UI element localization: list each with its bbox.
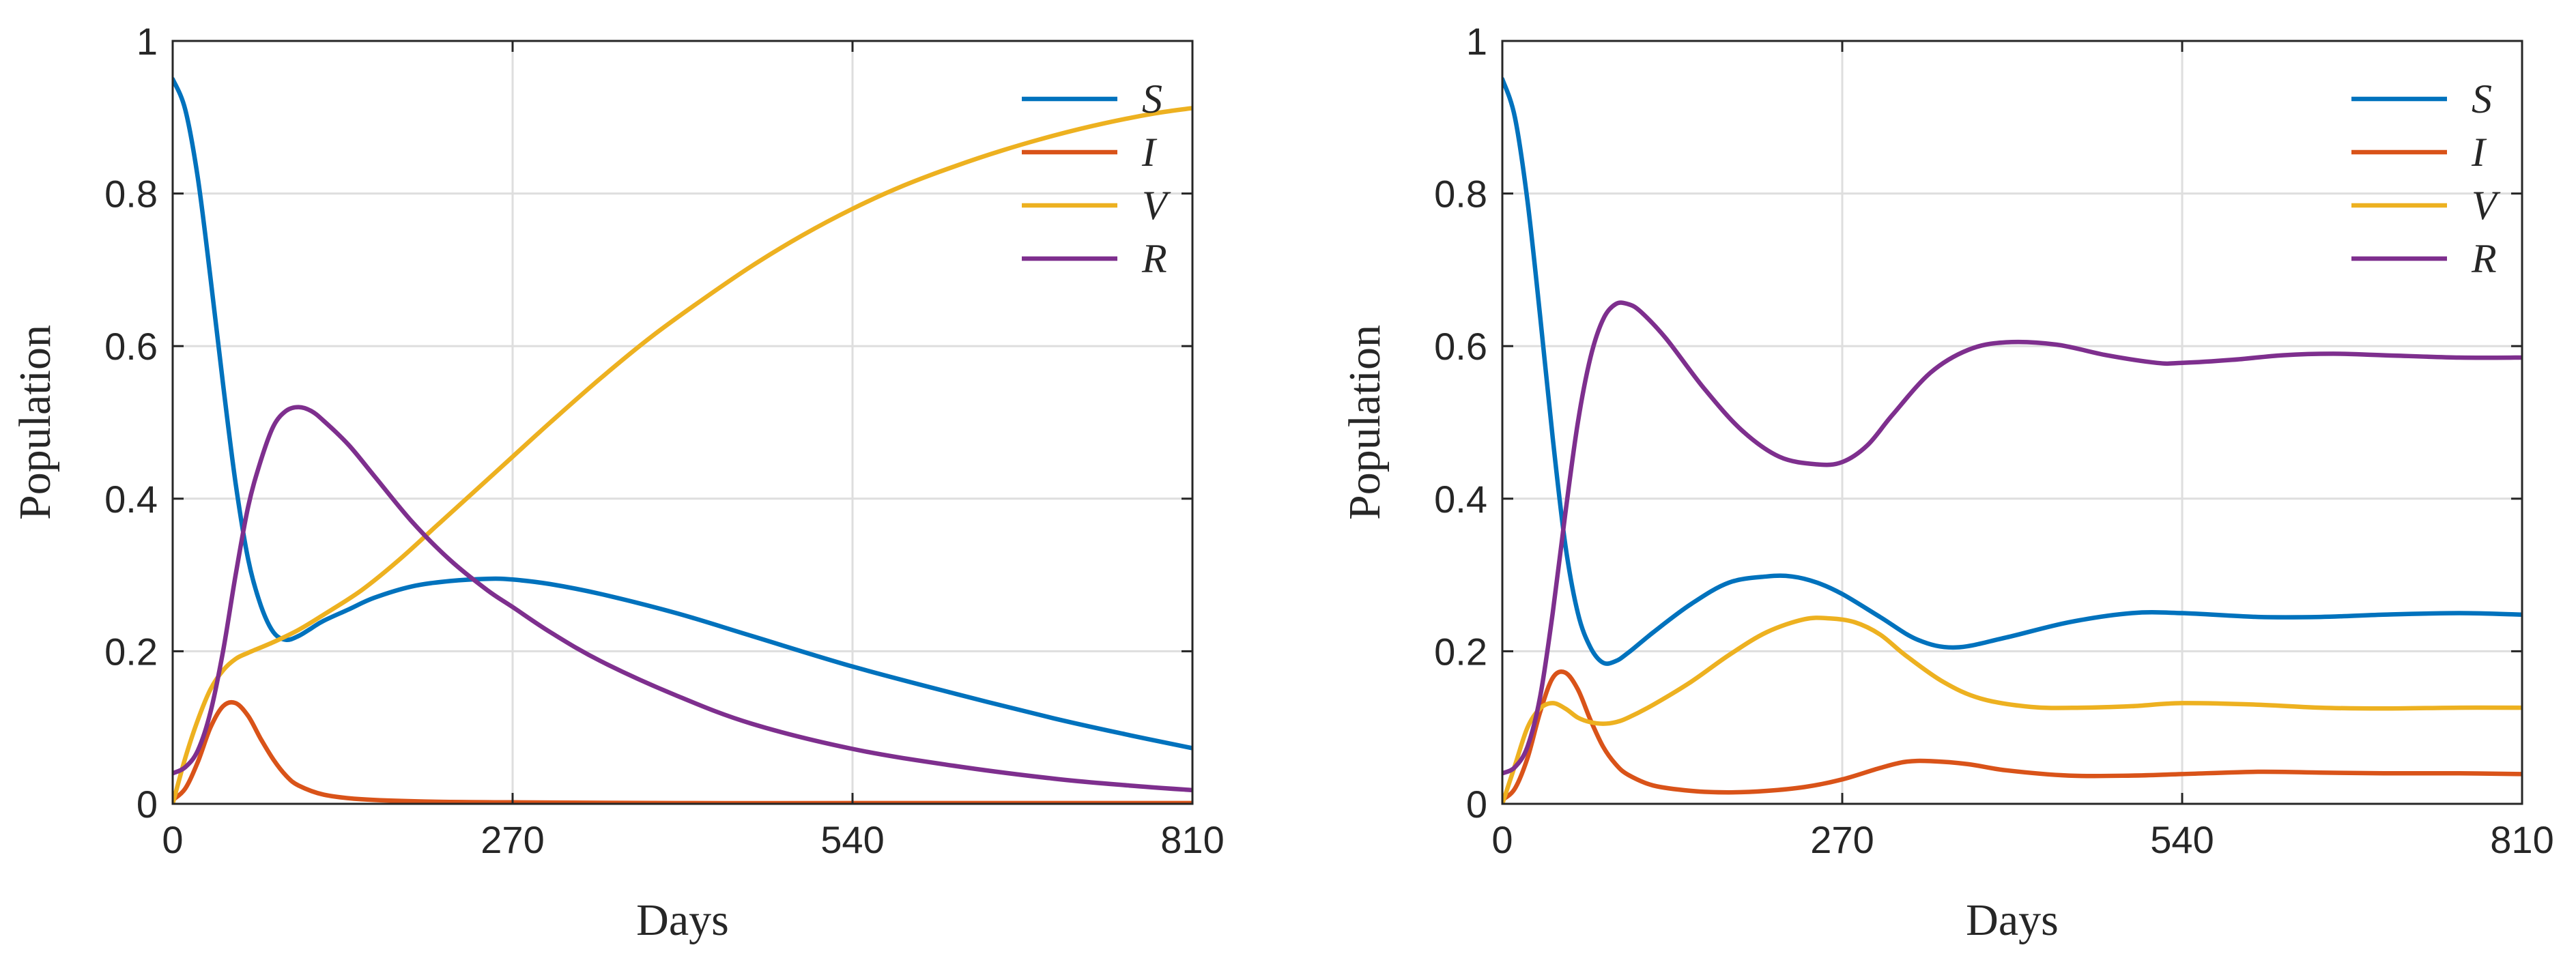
x-axis-label: Days [1966, 895, 2059, 945]
y-tick-label: 0.4 [104, 478, 158, 521]
chart-panel-1: 0 270 540 810 0 0.2 0.4 0.6 0.8 1 Days Population SI… [10, 20, 1225, 945]
series-line-S [1502, 76, 2522, 666]
y-tick-label: 0 [1466, 783, 1487, 826]
plot-area [173, 41, 1192, 804]
x-tick-label: 810 [2490, 818, 2553, 861]
chart-panel-2: 0 270 540 810 0 0.2 0.4 0.6 0.8 1 Days Population SI… [1340, 20, 2554, 945]
y-tick-label: 0.8 [104, 173, 158, 216]
legend-label-V: V [1142, 183, 1171, 228]
y-tick-label: 0.2 [104, 630, 158, 673]
x-tick-label: 270 [481, 818, 544, 861]
series-line-V [173, 106, 1192, 804]
x-tick-label: 810 [1160, 818, 1224, 861]
legend-label-S: S [1142, 76, 1162, 121]
y-tick-label: 1 [1466, 20, 1487, 63]
x-tick-label: 0 [1491, 818, 1513, 861]
plot-area [1502, 41, 2522, 804]
y-tick-label: 1 [137, 20, 158, 63]
legend-label-I: I [2471, 130, 2487, 175]
x-tick-label: 0 [162, 818, 183, 861]
legend-label-I: I [1141, 130, 1158, 175]
series-line-V [1502, 615, 2522, 804]
series-line-R [173, 405, 1192, 793]
series-line-S [173, 76, 1192, 751]
series-group [1502, 76, 2522, 804]
y-tick-label: 0.6 [1434, 325, 1487, 368]
x-tick-label: 540 [2150, 818, 2214, 861]
x-tick-label: 270 [1810, 818, 1874, 861]
legend-label-R: R [2471, 236, 2497, 281]
axes-box [171, 40, 1194, 805]
y-tick-label: 0 [137, 783, 158, 826]
x-tick-label: 540 [820, 818, 884, 861]
legend-label-R: R [1141, 236, 1167, 281]
legend-label-S: S [2472, 76, 2492, 121]
y-tick-label: 0.4 [1434, 478, 1487, 521]
y-axis-label: Population [10, 325, 60, 520]
y-tick-label: 0.8 [1434, 173, 1487, 216]
x-axis-label: Days [636, 895, 729, 945]
y-tick-label: 0.6 [104, 325, 158, 368]
y-tick-label: 0.2 [1434, 630, 1487, 673]
axes-box [1501, 40, 2523, 805]
series-line-R [1502, 300, 2522, 776]
y-axis-label: Population [1340, 325, 1390, 520]
legend-label-V: V [2472, 183, 2501, 228]
series-line-I [1502, 669, 2522, 802]
